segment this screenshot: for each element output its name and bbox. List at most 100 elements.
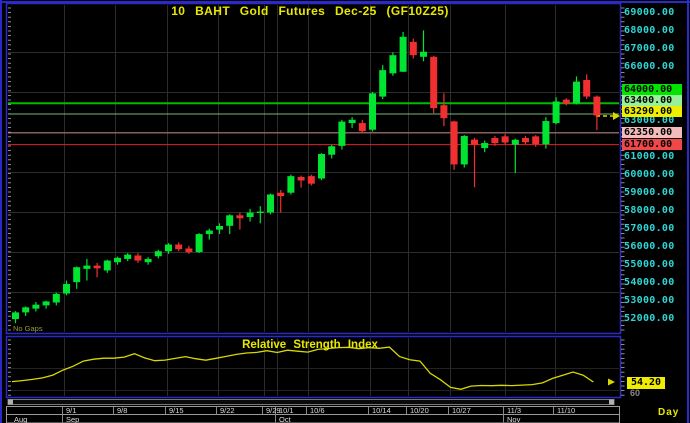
candle-body: [532, 136, 540, 145]
candle-body: [12, 312, 19, 320]
candle-body: [63, 283, 70, 294]
week-tick-label: 11/3: [507, 406, 522, 415]
candle-body: [450, 121, 458, 165]
candle-body: [573, 81, 580, 104]
candle-body: [22, 307, 30, 313]
candle-body: [267, 194, 274, 213]
no-gaps-label: No Gaps: [13, 324, 43, 333]
candle-body: [32, 304, 40, 309]
candle-body: [246, 212, 254, 217]
candle-body: [399, 36, 407, 72]
candle-body: [124, 254, 132, 259]
candle-body: [328, 146, 336, 155]
candle-body: [134, 255, 142, 261]
rsi-last-value-marker: [608, 378, 615, 386]
y-axis-label: 58000.00: [624, 205, 675, 217]
y-axis-label: 55000.00: [624, 259, 675, 271]
y-axis-label: 66000.00: [624, 61, 675, 73]
candle-body: [205, 230, 213, 235]
candle-body: [114, 257, 121, 263]
price-level-badge: 64000.00: [622, 84, 682, 95]
candle-body: [348, 119, 356, 124]
candle-body: [338, 121, 346, 146]
candle-body: [369, 93, 376, 130]
y-axis-label: 68000.00: [624, 25, 675, 37]
candle-body: [195, 234, 203, 253]
month-tick-label: Oct: [279, 414, 291, 423]
candle-body: [83, 265, 91, 269]
price-level-badge: 62350.00: [622, 127, 682, 138]
month-tick-label: Nov: [507, 414, 521, 423]
y-axis-label: 69000.00: [624, 7, 675, 19]
candle-body: [93, 265, 101, 269]
timeframe-day-button[interactable]: Day: [658, 407, 680, 418]
y-axis-label: 52000.00: [624, 313, 675, 325]
candle-body: [501, 136, 509, 143]
candle-body: [522, 137, 529, 143]
rsi-title: Relative Strength Index: [242, 339, 378, 351]
y-axis-label: 56000.00: [624, 241, 675, 253]
candle-body: [52, 293, 60, 303]
candle-body: [440, 105, 448, 119]
y-axis-label: 67000.00: [624, 43, 675, 55]
candle-body: [297, 177, 305, 181]
candle-body: [542, 121, 550, 145]
week-tick-label: 10/6: [310, 406, 325, 415]
y-axis-label: 59000.00: [624, 187, 675, 199]
candle-body: [409, 41, 417, 56]
y-axis-label: 54000.00: [624, 277, 675, 289]
week-tick-label: 9/22: [220, 406, 235, 415]
week-tick-label: 10/1: [279, 406, 294, 415]
candle-body: [103, 260, 111, 271]
candle-body: [175, 244, 183, 250]
week-tick-label: 10/27: [452, 406, 471, 415]
y-axis-label: 61000.00: [624, 151, 675, 163]
candle-body: [287, 176, 295, 193]
candle-body: [185, 248, 193, 253]
candle-body: [216, 226, 223, 230]
y-axis-label: 63000.00: [624, 115, 675, 127]
candle-body: [318, 154, 325, 179]
week-tick-label: 9/1: [66, 406, 77, 415]
candle-body: [379, 70, 387, 97]
candle-body: [307, 176, 315, 184]
price-level-badge: 63290.00: [622, 106, 682, 117]
candle-body: [277, 192, 285, 197]
chart-title: 10 BAHT Gold Futures Dec-25 (GF10Z25): [171, 4, 449, 18]
price-level-badge: 63400.00: [622, 95, 682, 106]
candle-body: [552, 101, 560, 124]
rsi-axis-label: 60: [630, 388, 641, 398]
window-frame-left: [0, 0, 2, 423]
window-frame-top: [0, 1, 690, 3]
candle-body: [154, 251, 162, 257]
candle-body: [144, 258, 152, 263]
candle-body: [389, 55, 397, 74]
candle-body: [593, 96, 601, 116]
week-tick-label: 9/15: [169, 406, 184, 415]
week-tick-label: 9/8: [117, 406, 128, 415]
candle-body: [420, 51, 427, 57]
week-tick-label: 9/29: [266, 406, 281, 415]
y-axis-label: 60000.00: [624, 169, 675, 181]
candle-body: [481, 143, 489, 149]
candle-body: [511, 139, 519, 145]
y-axis-label: 57000.00: [624, 223, 675, 235]
month-tick-label: Sep: [66, 414, 80, 423]
candle-body: [358, 123, 366, 132]
candle-body: [562, 99, 570, 104]
rsi-value-badge: 54.20: [627, 377, 665, 389]
candle-body: [460, 136, 468, 165]
candle-body: [491, 137, 499, 144]
candle-body: [430, 56, 438, 109]
candle-body: [165, 244, 172, 252]
horizontal-scrollbar[interactable]: [7, 399, 615, 405]
week-tick-label: 11/10: [557, 406, 576, 415]
candle-body: [256, 211, 264, 213]
candle-body: [583, 80, 591, 97]
month-tick-label: Aug: [14, 414, 28, 423]
rsi-line: [11, 346, 594, 390]
candle-body: [226, 215, 234, 226]
week-tick-label: 10/14: [372, 406, 391, 415]
